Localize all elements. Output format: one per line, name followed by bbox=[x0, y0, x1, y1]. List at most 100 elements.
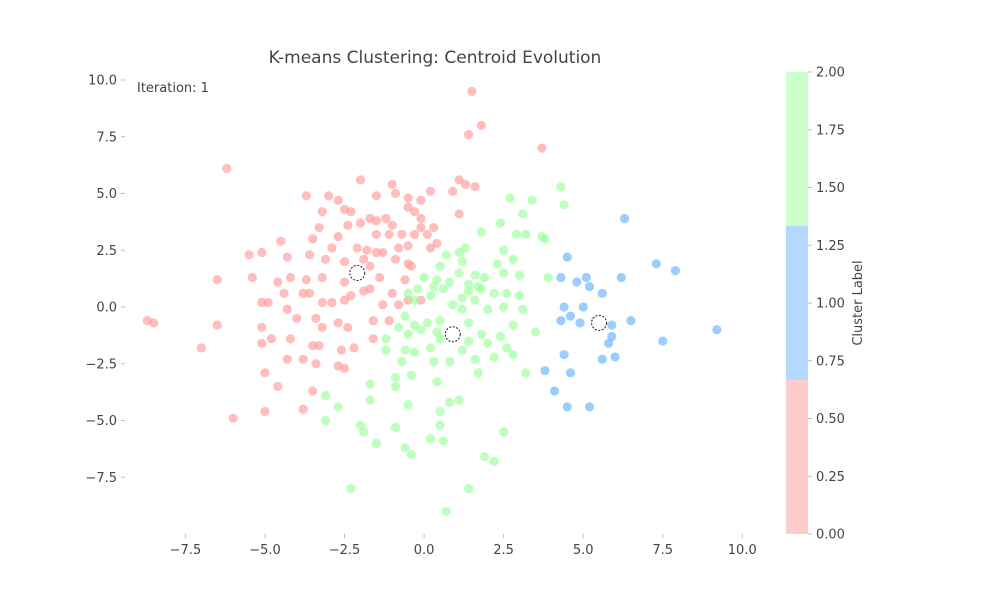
data-point-cluster-0 bbox=[244, 250, 254, 260]
data-point-cluster-2 bbox=[543, 272, 553, 283]
data-point-cluster-1 bbox=[626, 316, 636, 326]
data-point-cluster-2 bbox=[333, 402, 343, 412]
data-point-cluster-0 bbox=[327, 297, 337, 308]
data-point-cluster-2 bbox=[454, 247, 464, 258]
colorbar-segment bbox=[786, 226, 808, 380]
colorbar-tick-label: 0.00 bbox=[816, 528, 845, 543]
data-point-cluster-0 bbox=[384, 229, 394, 239]
data-point-cluster-0 bbox=[324, 191, 334, 201]
data-point-cluster-2 bbox=[390, 372, 401, 382]
data-point-cluster-1 bbox=[658, 336, 668, 346]
data-point-cluster-0 bbox=[222, 163, 232, 174]
data-point-cluster-0 bbox=[460, 179, 471, 190]
data-point-cluster-0 bbox=[422, 229, 432, 239]
data-point-cluster-2 bbox=[435, 261, 445, 271]
data-point-cluster-0 bbox=[257, 297, 267, 308]
data-point-cluster-0 bbox=[397, 229, 407, 239]
data-point-cluster-2 bbox=[464, 484, 474, 494]
data-point-cluster-0 bbox=[263, 297, 273, 308]
data-point-cluster-0 bbox=[352, 243, 362, 253]
data-point-cluster-0 bbox=[273, 277, 283, 287]
x-tick-label: −7.5 bbox=[170, 543, 202, 558]
data-point-cluster-0 bbox=[298, 354, 308, 364]
data-point-cluster-1 bbox=[597, 288, 607, 298]
data-point-cluster-1 bbox=[597, 354, 607, 364]
data-point-cluster-0 bbox=[403, 295, 413, 305]
data-point-cluster-0 bbox=[416, 195, 426, 205]
data-point-cluster-2 bbox=[390, 381, 401, 392]
data-point-cluster-0 bbox=[333, 318, 343, 328]
data-point-cluster-0 bbox=[387, 288, 397, 298]
data-point-cluster-2 bbox=[435, 406, 445, 417]
data-point-cluster-0 bbox=[282, 354, 292, 364]
data-point-cluster-0 bbox=[257, 322, 267, 333]
data-point-cluster-0 bbox=[343, 322, 353, 333]
data-point-cluster-2 bbox=[559, 200, 569, 210]
data-point-cluster-0 bbox=[387, 220, 397, 230]
data-point-cluster-2 bbox=[479, 272, 490, 283]
data-point-cluster-0 bbox=[336, 345, 346, 355]
data-point-cluster-2 bbox=[403, 329, 413, 339]
data-point-cluster-0 bbox=[317, 322, 327, 333]
data-point-cluster-0 bbox=[371, 247, 381, 258]
x-tick-label: 7.5 bbox=[652, 543, 673, 558]
data-point-cluster-0 bbox=[333, 195, 343, 205]
data-point-cluster-0 bbox=[317, 207, 327, 217]
data-point-cluster-2 bbox=[495, 218, 506, 228]
data-point-cluster-0 bbox=[301, 191, 311, 201]
data-point-cluster-2 bbox=[413, 284, 423, 294]
data-point-cluster-0 bbox=[285, 272, 296, 283]
data-point-cluster-2 bbox=[409, 320, 420, 330]
data-point-cluster-0 bbox=[196, 343, 206, 353]
data-point-cluster-2 bbox=[508, 320, 518, 330]
data-point-cluster-2 bbox=[476, 227, 486, 237]
data-point-cluster-2 bbox=[499, 427, 509, 437]
data-point-cluster-0 bbox=[454, 209, 464, 219]
x-tick-label: 0.0 bbox=[414, 543, 435, 558]
data-point-cluster-2 bbox=[521, 229, 531, 239]
data-point-cluster-2 bbox=[441, 250, 451, 260]
data-point-cluster-2 bbox=[514, 270, 525, 280]
data-point-cluster-0 bbox=[314, 222, 324, 233]
data-point-cluster-0 bbox=[339, 257, 350, 267]
data-point-cluster-0 bbox=[406, 261, 416, 271]
colorbar-tick-label: 0.50 bbox=[816, 412, 845, 427]
data-point-cluster-0 bbox=[355, 218, 366, 228]
data-point-cluster-2 bbox=[454, 268, 464, 278]
data-point-cluster-2 bbox=[457, 257, 467, 267]
data-point-cluster-2 bbox=[476, 284, 486, 294]
data-point-cluster-0 bbox=[390, 188, 401, 199]
iteration-annotation: Iteration: 1 bbox=[137, 81, 209, 96]
data-point-cluster-0 bbox=[429, 222, 439, 233]
data-point-cluster-2 bbox=[540, 234, 550, 244]
data-point-cluster-2 bbox=[406, 370, 416, 380]
centroid-marker bbox=[444, 326, 461, 343]
data-point-cluster-2 bbox=[403, 288, 413, 298]
data-point-cluster-2 bbox=[464, 279, 474, 289]
data-point-cluster-2 bbox=[381, 345, 391, 355]
data-point-cluster-2 bbox=[508, 254, 518, 264]
data-point-cluster-0 bbox=[368, 334, 378, 344]
x-tick-label: −5.0 bbox=[249, 543, 281, 558]
data-point-cluster-0 bbox=[409, 229, 420, 239]
data-point-cluster-2 bbox=[425, 291, 436, 301]
data-point-cluster-0 bbox=[343, 220, 353, 230]
data-point-cluster-0 bbox=[339, 363, 350, 373]
data-point-cluster-0 bbox=[425, 243, 436, 253]
data-point-cluster-2 bbox=[425, 434, 436, 444]
data-point-cluster-0 bbox=[448, 186, 458, 196]
data-point-cluster-2 bbox=[371, 438, 381, 448]
data-point-cluster-0 bbox=[304, 288, 315, 298]
data-point-cluster-2 bbox=[432, 377, 442, 387]
scatter-points bbox=[142, 86, 722, 516]
data-point-cluster-2 bbox=[438, 284, 448, 294]
data-point-cluster-2 bbox=[320, 415, 331, 426]
data-point-cluster-2 bbox=[508, 350, 518, 360]
data-point-cluster-2 bbox=[346, 484, 356, 494]
data-point-cluster-2 bbox=[416, 325, 426, 335]
colorbar-tick-label: 0.75 bbox=[816, 354, 845, 369]
data-point-cluster-2 bbox=[419, 272, 429, 283]
data-point-cluster-0 bbox=[371, 229, 381, 239]
colorbar: 0.00 0.25 0.50 0.75 1.00 1.25 1.50 1.75 2.00 bbox=[786, 66, 845, 543]
data-point-cluster-1 bbox=[565, 311, 576, 321]
